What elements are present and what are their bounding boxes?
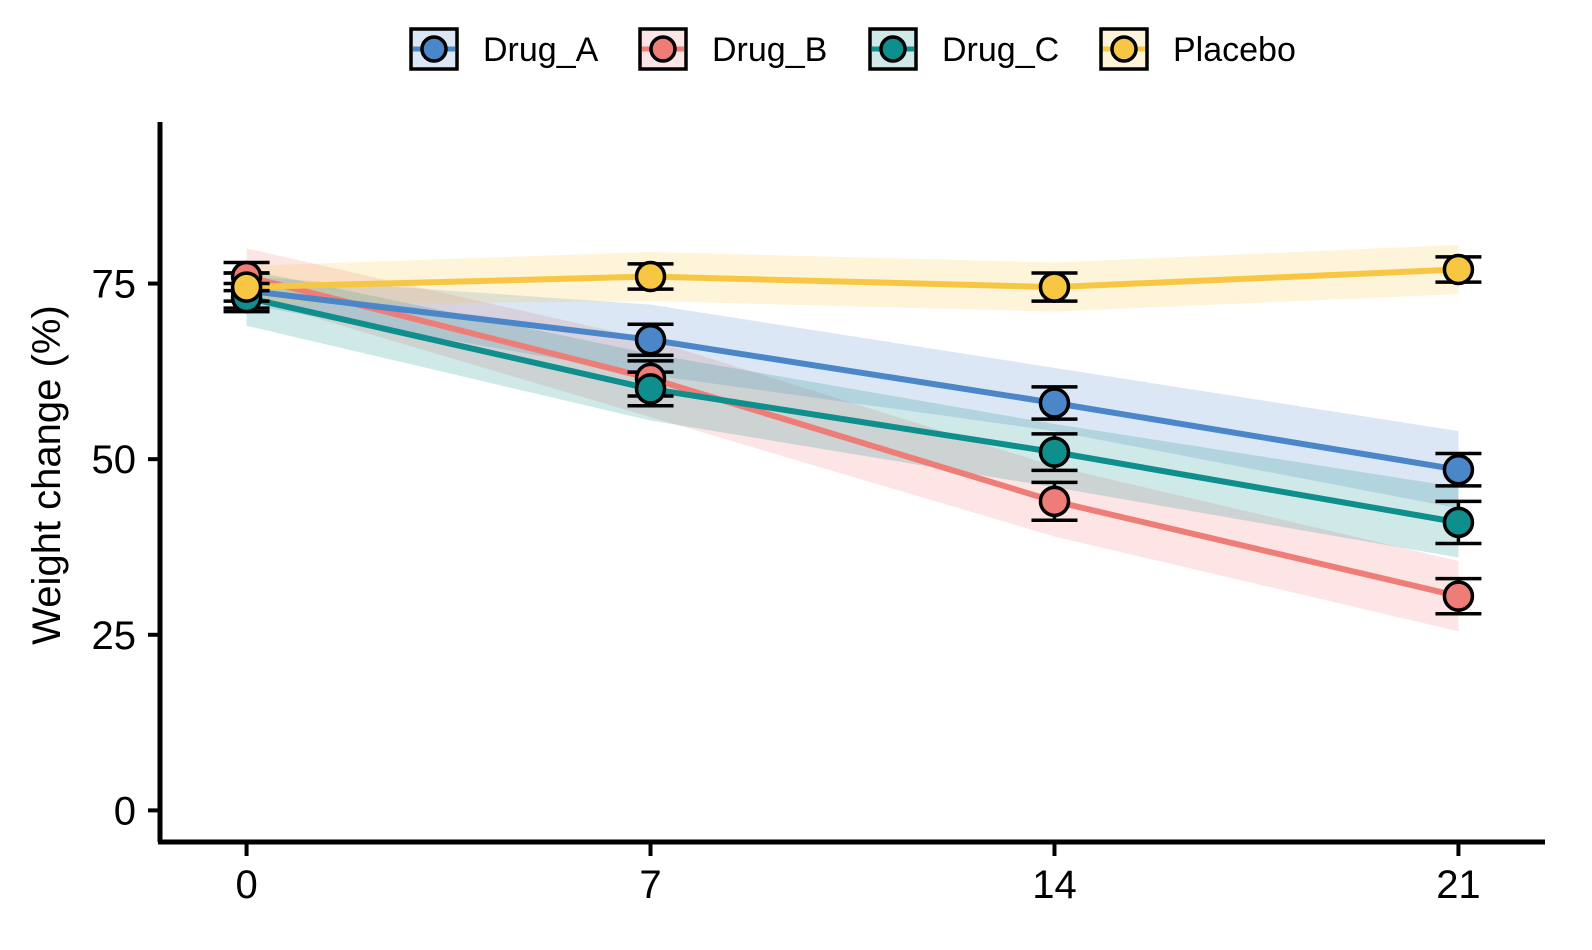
legend: Drug_A Drug_B Drug_C Placebo <box>409 27 1296 71</box>
point-placebo <box>230 271 263 303</box>
legend-item-placebo: Placebo <box>1099 27 1296 71</box>
legend-label: Drug_A <box>483 31 599 69</box>
line-drug_c <box>245 294 1459 526</box>
band-placebo <box>246 244 1459 312</box>
y-tick-label: 25 <box>92 614 137 658</box>
point-drug_b <box>1442 580 1475 612</box>
data-points <box>230 253 1475 612</box>
point-placebo <box>1442 253 1475 286</box>
axes <box>157 122 1545 845</box>
line-drug_a <box>246 287 1459 473</box>
legend-item-drug_b: Drug_B <box>638 27 827 71</box>
legend-label: Drug_B <box>712 31 827 69</box>
x-tick-label: 0 <box>235 863 257 907</box>
y-tick-label: 75 <box>92 263 137 307</box>
y-axis-title: Weight change (%) <box>25 305 69 644</box>
y-tick-label: 0 <box>114 789 136 833</box>
y-tick-label: 50 <box>92 438 137 482</box>
point-placebo <box>634 260 667 293</box>
point-drug_c <box>1442 506 1475 539</box>
band-drug_c <box>246 269 1459 558</box>
x-tick-label: 14 <box>1032 863 1077 907</box>
line-placebo <box>246 266 1459 291</box>
point-drug_b <box>1038 485 1071 518</box>
point-drug_a <box>1038 387 1071 419</box>
point-drug_c <box>634 373 667 405</box>
legend-item-drug_a: Drug_A <box>409 27 599 71</box>
band-drug_a <box>246 276 1459 509</box>
legend-label: Drug_C <box>942 31 1059 69</box>
point-drug_a <box>634 324 667 356</box>
x-ticks: 0 7 14 21 <box>235 842 1481 907</box>
series-lines <box>245 266 1460 600</box>
line-drug_b <box>245 273 1460 600</box>
x-tick-label: 7 <box>639 863 661 907</box>
y-ticks: 0 25 50 75 <box>92 263 160 833</box>
x-tick-label: 21 <box>1436 863 1481 907</box>
point-placebo <box>1038 271 1071 303</box>
legend-item-drug_c: Drug_C <box>868 27 1059 71</box>
point-drug_c <box>1038 436 1071 468</box>
legend-label: Placebo <box>1173 31 1296 69</box>
point-drug_a <box>1442 453 1475 486</box>
